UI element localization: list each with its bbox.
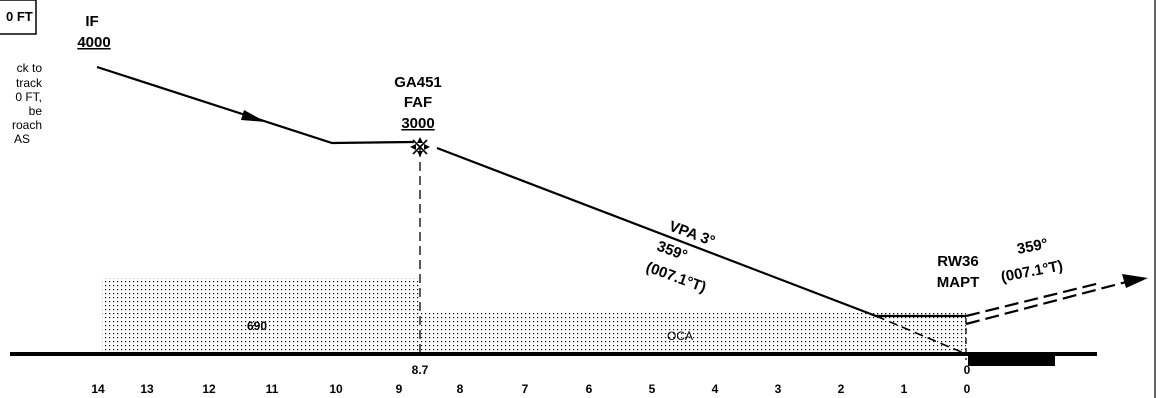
if-altitude: 4000 <box>77 34 110 51</box>
faf-waypoint-icon <box>410 137 430 157</box>
faf-name: FAF <box>404 94 432 111</box>
if-name: IF <box>85 13 98 30</box>
final-course-true: (007.1°T) <box>644 259 709 296</box>
missed-course-magnetic: 359° <box>1016 235 1050 258</box>
distance-scale: 14 13 12 11 10 9 8 7 6 5 4 3 2 1 0 8.7 0 <box>91 363 970 396</box>
distance-tick: 11 <box>266 382 279 396</box>
mapt-name: MAPT <box>937 274 980 291</box>
distance-tick: 0 <box>964 382 971 396</box>
distance-tick: 2 <box>838 382 845 396</box>
distance-tick: 4 <box>712 382 719 396</box>
final-obstacle-area <box>102 313 966 354</box>
oca-label: OCA <box>667 329 693 343</box>
initial-descent-path <box>96 65 415 145</box>
missed-approach-path-lower <box>965 279 1131 326</box>
note-line-5: roach <box>12 118 42 132</box>
distance-tick: 14 <box>91 382 105 396</box>
left-panel-box-text: 0 FT <box>6 9 33 24</box>
final-extension-dashed-line <box>875 315 967 355</box>
distance-tick: 8 <box>457 382 464 396</box>
distance-tick: 7 <box>522 382 529 396</box>
faf-altitude: 3000 <box>401 115 434 132</box>
note-line-1: ck to <box>17 61 43 75</box>
distance-tick: 5 <box>649 382 656 396</box>
mapt-runway: RW36 <box>937 253 978 270</box>
descent-direction-arrowhead <box>241 110 266 122</box>
intermediate-obstacle-area <box>102 278 420 314</box>
faf-distance-label: 8.7 <box>412 363 429 377</box>
missed-approach-path-upper <box>965 281 1101 318</box>
note-line-6: AS <box>14 132 30 146</box>
runway-bar <box>968 356 1055 366</box>
note-line-2: track <box>16 76 43 90</box>
distance-tick: 3 <box>775 382 782 396</box>
note-line-3: 0 FT, <box>15 90 42 104</box>
distance-tick: 6 <box>586 382 593 396</box>
threshold-distance-label: 0 <box>964 363 971 377</box>
faf-id: GA451 <box>394 74 442 91</box>
distance-tick: 1 <box>901 382 908 396</box>
distance-tick: 13 <box>140 382 154 396</box>
distance-tick: 9 <box>396 382 403 396</box>
missed-approach-arrowhead <box>1122 274 1148 288</box>
final-obstacle-step <box>868 311 966 315</box>
intermediate-oca-value: 690 <box>247 319 267 333</box>
note-line-4: be <box>29 104 43 118</box>
distance-tick: 10 <box>329 382 343 396</box>
left-panel-box <box>0 0 37 35</box>
missed-course-true: (007.1°T) <box>1000 257 1065 286</box>
distance-tick: 12 <box>202 382 216 396</box>
